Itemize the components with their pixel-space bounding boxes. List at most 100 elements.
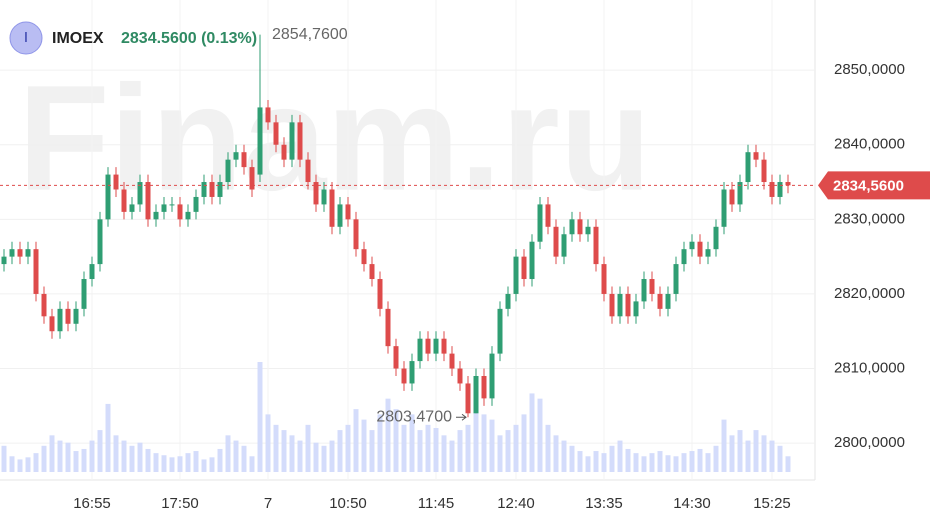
- volume-bar: [785, 456, 791, 472]
- x-tick-label: 7: [264, 495, 272, 512]
- candle-body: [745, 152, 751, 183]
- candle-body: [369, 264, 375, 280]
- candle-body: [297, 122, 303, 160]
- volume-bar: [121, 440, 127, 472]
- candle-body: [345, 204, 351, 220]
- candle-body: [585, 226, 591, 235]
- volume-bar: [153, 453, 159, 472]
- x-tick-label: 10:50: [329, 495, 367, 512]
- volume-bar: [1, 445, 7, 472]
- ticker: IMOEX: [52, 30, 104, 47]
- volume-bar: [385, 398, 391, 472]
- candle-body: [129, 204, 135, 212]
- volume-bar: [193, 451, 199, 472]
- candle-body: [73, 308, 79, 324]
- candle-body: [673, 264, 679, 294]
- candle-body: [409, 361, 415, 384]
- volume-bar: [377, 414, 383, 472]
- candle-body: [1, 256, 7, 265]
- volume-bar: [297, 440, 303, 472]
- volume-bar: [329, 440, 335, 472]
- volume-bar: [569, 445, 575, 472]
- low-arrow: [456, 413, 467, 421]
- x-tick-label: 11:45: [418, 495, 454, 512]
- volume-bar: [457, 430, 463, 472]
- volume-bar: [281, 430, 287, 472]
- candle-body: [233, 152, 239, 160]
- candle-body: [753, 152, 759, 160]
- candle-body: [721, 189, 727, 227]
- volume-bar: [737, 430, 743, 472]
- volume-bar: [665, 455, 671, 472]
- candle-body: [473, 376, 479, 414]
- candle-body: [393, 346, 399, 369]
- volume-bar: [25, 457, 31, 472]
- overlay: 2800,0000 2810,0000 2820,0000 2830,0000 2840…: [0, 26, 930, 512]
- volume-bar: [609, 445, 615, 472]
- volume-bar: [97, 430, 103, 472]
- x-tick-label: 15:25: [753, 495, 791, 512]
- candle-body: [49, 316, 55, 332]
- volume-bar: [729, 435, 735, 472]
- badge-circle: [9, 21, 43, 55]
- candle-body: [385, 308, 391, 347]
- candle-body: [697, 241, 703, 257]
- x-tick-label: 14:30: [673, 495, 711, 512]
- volume-bar: [497, 435, 503, 472]
- candle-body: [641, 279, 647, 302]
- volume-bar: [441, 435, 447, 472]
- candle-body: [177, 204, 183, 220]
- candle-body: [249, 167, 255, 190]
- volume-bar: [633, 453, 639, 472]
- volume-bar: [49, 435, 55, 472]
- candle-body: [681, 249, 687, 265]
- candle-body: [25, 249, 31, 257]
- candle-body: [313, 182, 319, 205]
- volume-bar: [393, 409, 399, 472]
- candle-body: [137, 182, 143, 205]
- candle-body: [273, 122, 279, 145]
- candle-body: [17, 249, 23, 257]
- volume-bar: [449, 440, 455, 472]
- candle-body: [225, 159, 231, 183]
- volume-bar: [601, 453, 607, 472]
- candle-body: [729, 189, 735, 205]
- candle-body: [633, 301, 639, 317]
- badge: I: [24, 29, 28, 46]
- volume-bar: [521, 414, 527, 472]
- volume-bar: [617, 440, 623, 472]
- volume-bar: [89, 440, 95, 472]
- candle-body: [785, 182, 791, 186]
- volume-bar: [337, 430, 343, 472]
- candle-body: [361, 249, 367, 265]
- volume-bar: [353, 409, 359, 472]
- x-tick-label: 13:35: [585, 495, 623, 512]
- volume-bar: [257, 362, 263, 472]
- volume-bar: [537, 398, 543, 472]
- volume-bar: [169, 457, 175, 472]
- candle-body: [153, 211, 159, 220]
- volume-bar: [777, 445, 783, 472]
- volume-bar: [57, 440, 63, 472]
- volume-bar: [129, 445, 135, 472]
- volume-bar: [473, 409, 479, 472]
- candle-body: [289, 122, 295, 160]
- volume-bar: [417, 430, 423, 472]
- volume-bar: [577, 451, 583, 472]
- candle-body: [705, 249, 711, 257]
- candle-body: [537, 204, 543, 242]
- volume-bar: [433, 428, 439, 472]
- volume-bar: [241, 445, 247, 472]
- volume-bar: [465, 424, 471, 472]
- last-price-tag: [818, 171, 930, 200]
- candle-body: [425, 338, 431, 354]
- volume-bar: [73, 451, 79, 472]
- volume-bar: [233, 440, 239, 472]
- candle-body: [417, 338, 423, 362]
- candle-body: [193, 196, 199, 212]
- volume-bar: [313, 442, 319, 472]
- candle-body: [209, 182, 215, 197]
- volume-bar: [209, 457, 215, 472]
